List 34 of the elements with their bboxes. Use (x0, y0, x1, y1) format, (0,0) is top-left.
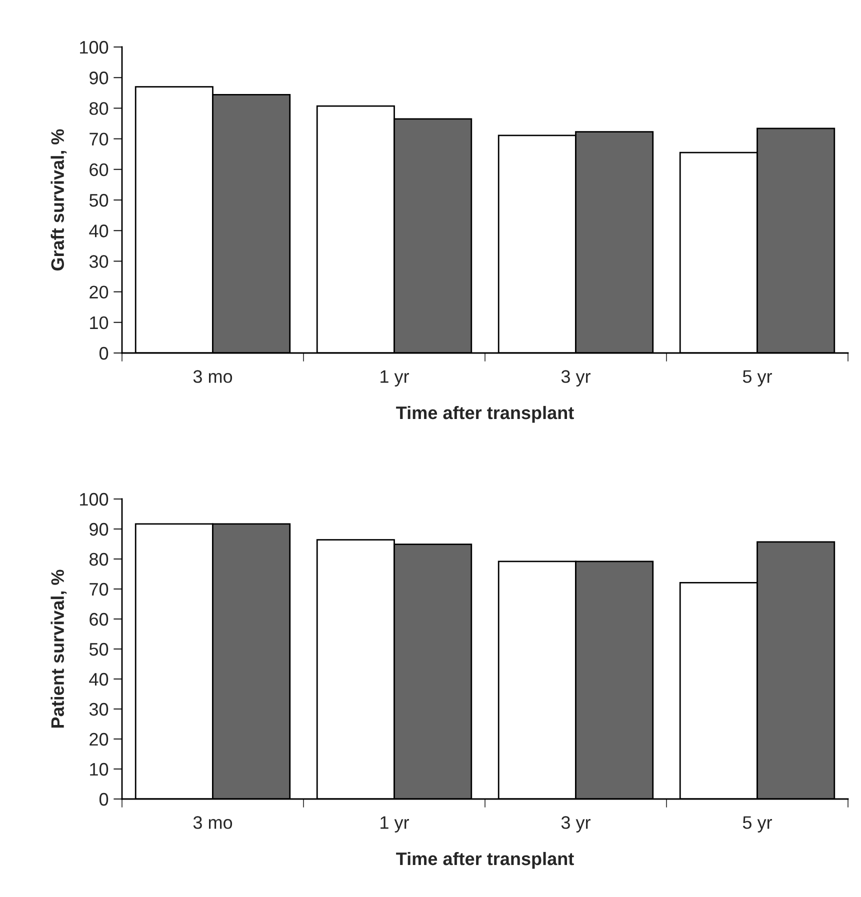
x-tick-label: 5 yr (742, 816, 772, 832)
y-tick-label: 90 (90, 522, 108, 536)
y-tick-label: 100 (80, 40, 108, 54)
y-tick-label: 80 (90, 102, 108, 115)
y-tick-label: 0 (99, 792, 108, 806)
x-axis-title: Time after transplant (396, 406, 574, 423)
x-tick-label: 3 mo (193, 816, 232, 829)
x-tick-label: 1 yr (380, 816, 409, 832)
x-tick-label: 3 mo (193, 370, 232, 383)
x-axis-title: Time after transplant (396, 852, 574, 869)
y-tick-label: 60 (90, 612, 108, 626)
y-tick-label: 70 (90, 132, 108, 146)
y-axis-title: Patient survival, % (50, 570, 67, 728)
y-tick-label: 20 (90, 286, 108, 299)
y-tick-label: 70 (90, 582, 108, 596)
y-tick-label: 30 (89, 255, 108, 268)
y-tick-label: 80 (90, 552, 108, 566)
y-tick-label: 10 (90, 762, 108, 776)
y-tick-label: 40 (89, 672, 108, 686)
y-tick-label: 90 (90, 72, 108, 84)
y-tick-label: 100 (80, 492, 108, 506)
y-axis-title: Graft survival, % (50, 129, 67, 271)
y-tick-label: 20 (90, 732, 108, 746)
y-tick-label: 40 (89, 224, 108, 238)
x-tick-label: 1 yr (380, 370, 409, 386)
y-tick-label: 50 (89, 194, 108, 207)
y-tick-label: 30 (89, 702, 108, 716)
y-tick-label: 10 (90, 316, 108, 330)
x-tick-label: 5 yr (742, 370, 772, 386)
x-tick-label: 3 yr (561, 370, 590, 386)
y-tick-label: 0 (99, 346, 108, 360)
x-tick-label: 3 yr (561, 816, 590, 832)
y-tick-label: 60 (90, 163, 108, 176)
y-tick-label: 50 (89, 642, 108, 656)
